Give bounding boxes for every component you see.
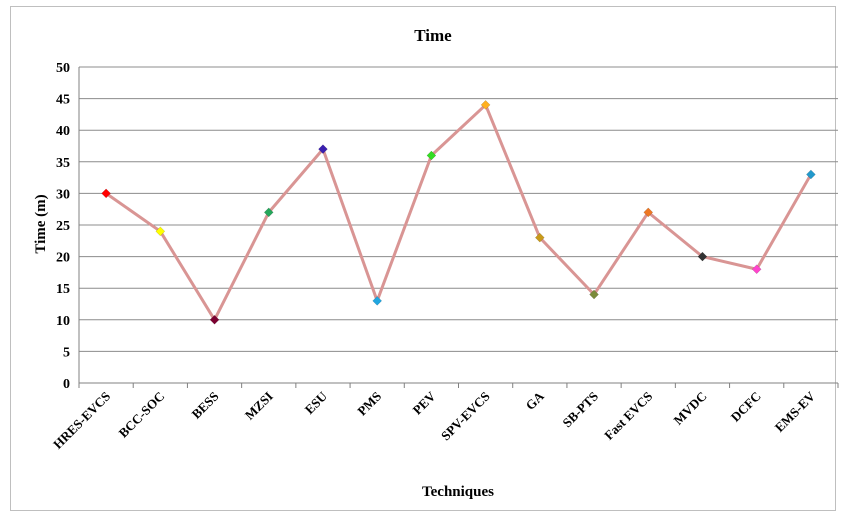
data-point bbox=[318, 144, 328, 155]
y-tick-label: 50 bbox=[56, 61, 70, 76]
series-line bbox=[105, 103, 813, 322]
y-tick-labels: 0 5 10 15 20 25 30 35 40 45 50 bbox=[56, 61, 70, 392]
y-tick-label: 30 bbox=[56, 187, 70, 202]
y-tick-label: 35 bbox=[56, 156, 70, 171]
data-point bbox=[589, 289, 599, 300]
x-tick-label: HRES-EVCS bbox=[50, 389, 113, 452]
x-tick-label: EMS-EV bbox=[772, 388, 819, 435]
data-point bbox=[643, 207, 654, 218]
y-tick-label: 15 bbox=[56, 282, 70, 297]
data-point bbox=[751, 264, 762, 275]
y-tick-label: 5 bbox=[63, 345, 70, 360]
x-tick-label: DCFC bbox=[728, 389, 764, 425]
data-point bbox=[534, 232, 545, 243]
y-tick-label: 40 bbox=[56, 124, 70, 139]
gridlines bbox=[78, 66, 839, 388]
y-axis-title: Time (m) bbox=[33, 194, 49, 253]
x-tick-label: BCC-SOC bbox=[115, 389, 167, 441]
x-tick-label: MVDC bbox=[670, 389, 709, 428]
y-tick-label: 45 bbox=[56, 93, 70, 108]
x-tick-label: SB-PTS bbox=[559, 389, 601, 431]
x-tick-label: MZSI bbox=[242, 389, 276, 423]
y-tick-label: 0 bbox=[63, 377, 70, 392]
x-axis-title: Techniques bbox=[422, 484, 494, 500]
x-tick-label: SPV-EVCS bbox=[438, 389, 493, 444]
x-tick-label: PMS bbox=[354, 389, 384, 419]
data-point bbox=[480, 100, 491, 110]
x-tick-label: PEV bbox=[410, 388, 439, 417]
chart-title: Time bbox=[414, 26, 452, 45]
x-tick-label: ESU bbox=[302, 388, 331, 417]
y-tick-label: 20 bbox=[56, 251, 70, 266]
data-point bbox=[697, 251, 708, 262]
y-tick-label: 10 bbox=[56, 314, 70, 329]
data-point bbox=[263, 207, 274, 218]
data-point bbox=[806, 169, 816, 180]
data-point bbox=[426, 150, 437, 161]
x-tick-label: BESS bbox=[189, 389, 222, 422]
data-point bbox=[155, 226, 166, 237]
data-points bbox=[101, 100, 816, 325]
x-tick-label: GA bbox=[523, 388, 548, 413]
chart-frame bbox=[10, 6, 836, 511]
data-point bbox=[209, 314, 220, 325]
y-tick-label: 25 bbox=[56, 219, 70, 234]
data-point bbox=[372, 295, 383, 306]
series-line-group bbox=[105, 103, 813, 322]
data-point bbox=[101, 188, 111, 199]
x-tick-label: Fast EVCS bbox=[601, 389, 655, 443]
x-tick-labels: HRES-EVCS BCC-SOC BESS MZSI ESU PMS PEV SPV-EVC… bbox=[50, 388, 818, 452]
